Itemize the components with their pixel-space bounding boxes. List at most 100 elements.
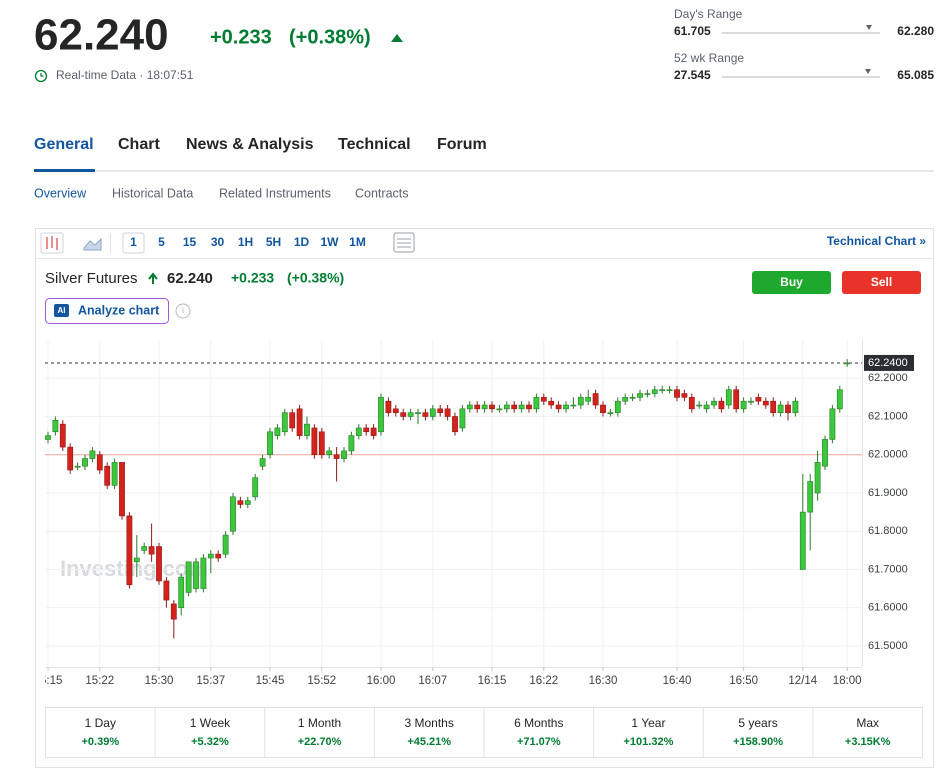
tab[interactable]: Chart [118,136,160,153]
x-tick-label: 16:00 [367,675,396,687]
performance-period[interactable]: 6 Months [514,716,563,730]
candle-body [252,477,259,498]
sell-label[interactable]: Sell [871,275,892,289]
y-tick-label: 61.6000 [868,602,908,614]
y-tick-label: 62.2000 [868,372,908,384]
performance-period[interactable]: 3 Months [405,716,454,730]
candle-body [207,553,214,559]
subtab[interactable]: Historical Data [112,186,193,200]
performance-period[interactable]: Max [856,716,879,730]
buy-button[interactable] [752,271,831,294]
candle-body [592,393,599,406]
last-price-label: 62.2400 [868,357,908,369]
x-tick-label: 16:22 [529,675,558,687]
performance-period[interactable]: 1 Year [631,716,665,730]
performance-period[interactable]: 1 Week [190,716,231,730]
subtab[interactable]: Overview [34,186,87,200]
y-tick-label: 62.0000 [868,449,908,461]
candle-body [466,404,473,410]
interval[interactable]: 1 [130,235,137,249]
area-icon[interactable] [83,237,102,251]
tab[interactable]: General [34,136,94,153]
range-bar [722,32,880,34]
interval[interactable]: 5 [158,235,165,249]
candle-body [526,404,532,410]
candle-body [740,400,747,410]
candle-body [348,435,355,452]
toolbar-rule [36,258,933,259]
candle-body [267,431,273,456]
candle-body [96,454,103,471]
subtab[interactable]: Related Instruments [219,186,331,200]
candle-body [318,431,325,456]
range-marker [866,25,873,30]
instrument-change: +0.233 [231,270,274,286]
ai-label: AI [58,306,66,315]
candle-body [178,576,185,609]
performance-box [45,707,923,758]
info-i: i [182,305,184,315]
analyze-button[interactable] [45,298,169,324]
instrument-price: 62.240 [167,270,213,287]
tab[interactable]: News & Analysis [186,136,314,153]
interval[interactable]: 5H [266,235,281,249]
info-icon[interactable] [175,303,191,319]
candle-body [651,389,658,394]
performance-period[interactable]: 1 Day [85,716,116,730]
candle-body [215,553,222,559]
candle-body [600,404,606,413]
candle-body [59,423,66,448]
performance-change: +158.90% [733,736,783,748]
performance-period[interactable]: 1 Month [298,716,341,730]
change-pct: (+0.38%) [289,26,371,48]
plot-clip: Investing.com 15:15 15:22 15:30 15:37 15:45 1… [45,340,862,687]
table-icon[interactable] [393,232,415,253]
analyze-label[interactable]: Analyze chart [78,303,160,317]
subtab[interactable]: Contracts [355,186,409,200]
tabs: General Chart News & Analysis Technical … [34,136,487,153]
candle-body [711,400,717,406]
candle-body [459,408,466,429]
realtime: Real-time Data · 18:07:51 [56,68,194,82]
buy-label[interactable]: Buy [780,275,803,289]
candle-icon-btn[interactable] [40,232,64,254]
candle-body [659,389,666,392]
y-tick-label: 61.7000 [868,563,908,575]
performance-period[interactable]: 5 years [738,716,777,730]
candle-body [304,423,310,436]
x-tick-label: 16:15 [478,675,507,687]
interval[interactable]: 15 [183,235,197,249]
candle-body [185,561,192,593]
candle-body [799,511,806,570]
instrument-change-pct: (+0.38%) [287,270,344,286]
x-tick-label: 16:50 [729,675,758,687]
interval[interactable]: 1H [238,235,253,249]
candle-body [355,427,362,436]
candle-body [511,404,518,410]
sell-button[interactable] [842,271,921,294]
tab[interactable]: Forum [437,136,487,153]
y-tick-label: 62.1000 [868,410,908,422]
candle-body [156,546,162,582]
interval[interactable]: 1W [321,235,340,249]
technical-chart-link[interactable]: Technical Chart » [827,234,926,248]
interval[interactable]: 1M [349,235,366,249]
candle-body [777,404,784,413]
interval[interactable]: 1D [294,235,310,249]
performance-change: +71.07% [517,736,561,748]
candle-body [392,408,399,413]
candle-body [415,412,421,414]
performance-change: +45.21% [407,736,451,748]
tab[interactable]: Technical [338,136,411,153]
plot: Investing.com 15:15 15:22 15:30 15:37 15:45 1… [45,340,862,687]
candle-body [311,427,318,456]
candle-body [474,404,481,410]
candle-body [762,400,769,406]
candle-body [74,465,81,468]
candle-icon [46,236,58,250]
range-label: Day's Range [674,7,743,21]
change: +0.233 [210,26,272,48]
range-low: 27.545 [674,68,711,82]
interval[interactable]: 30 [211,235,225,249]
